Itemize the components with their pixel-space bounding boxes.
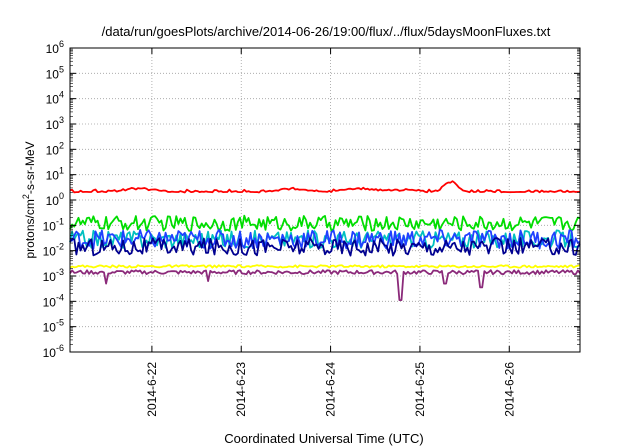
series-line bbox=[69, 269, 581, 302]
y-tick-label: 10-2 bbox=[43, 242, 64, 259]
y-tick-label: 10-4 bbox=[43, 292, 64, 309]
series-line bbox=[69, 228, 581, 250]
y-tick-label: 103 bbox=[46, 115, 64, 132]
y-tick-label: 101 bbox=[46, 166, 64, 183]
y-axis-ticks: 10-6 10-5 10-4 10-3 10-2 10-1 100 101 102 103 104 1… bbox=[43, 39, 580, 360]
y-tick-label: 10-6 bbox=[43, 343, 64, 360]
x-tick-label: 2014-6-24 bbox=[324, 362, 338, 417]
series-line bbox=[69, 214, 581, 232]
x-tick-label: 2014-6-23 bbox=[234, 362, 248, 417]
y-tick-label: 106 bbox=[46, 39, 64, 56]
series-line bbox=[69, 180, 580, 194]
series-line bbox=[69, 264, 581, 269]
y-tick-label: 102 bbox=[46, 140, 64, 157]
y-axis-label: protons/cm2-s-sr-MeV bbox=[21, 141, 37, 258]
y-tick-label: 10-5 bbox=[43, 318, 64, 335]
grid-lines bbox=[70, 48, 580, 352]
series-line bbox=[69, 237, 581, 257]
y-tick-label: 100 bbox=[46, 191, 64, 208]
x-axis-ticks: 2014-6-22 2014-6-23 2014-6-24 2014-6-25 2014… bbox=[145, 48, 516, 417]
x-tick-label: 2014-6-22 bbox=[145, 362, 159, 417]
x-tick-label: 2014-6-26 bbox=[502, 362, 516, 417]
x-tick-label: 2014-6-25 bbox=[413, 362, 427, 417]
y-tick-label: 10-1 bbox=[43, 216, 64, 233]
x-axis-label: Coordinated Universal Time (UTC) bbox=[224, 431, 423, 446]
y-tick-label: 104 bbox=[46, 90, 64, 107]
y-tick-label: 10-3 bbox=[43, 267, 64, 284]
series-lines bbox=[69, 180, 581, 302]
y-tick-label: 105 bbox=[46, 64, 64, 81]
chart-title: /data/run/goesPlots/archive/2014-06-26/1… bbox=[102, 24, 551, 39]
